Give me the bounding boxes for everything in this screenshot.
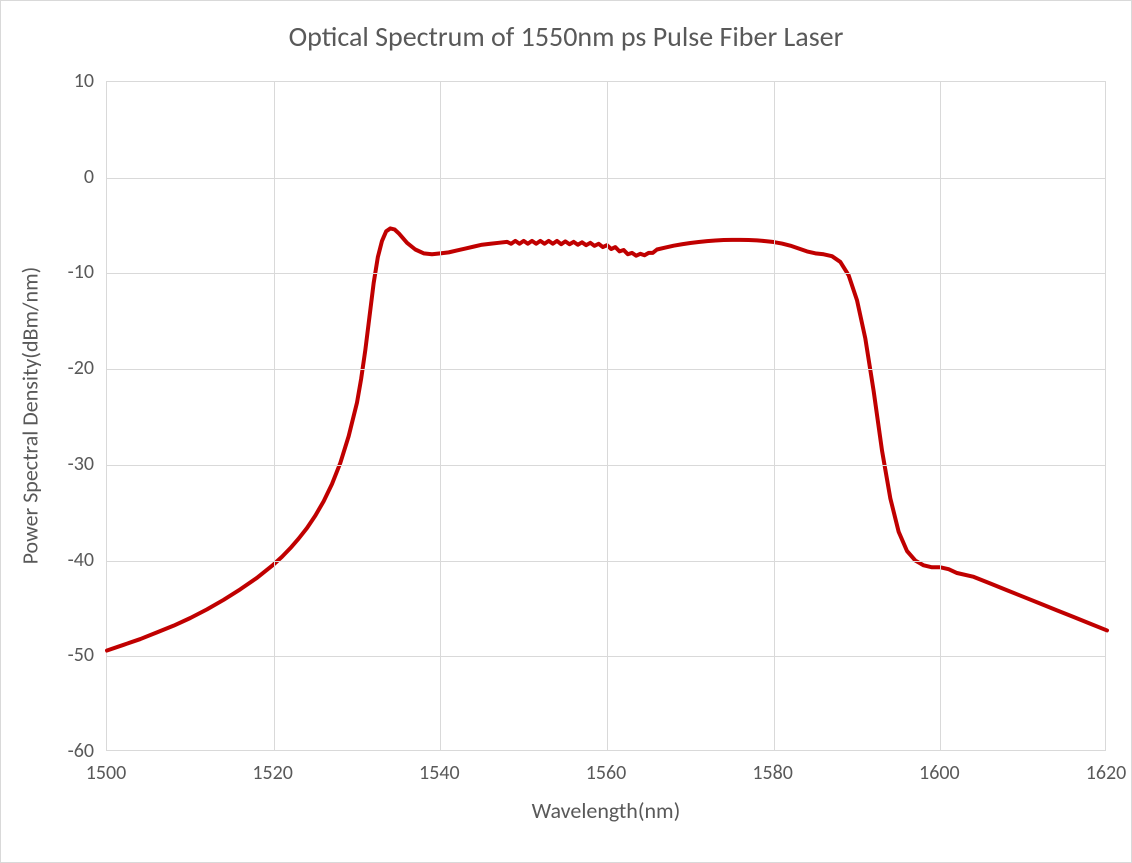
x-tick-label: 1620 [1086, 761, 1127, 785]
y-tick-label: -20 [68, 356, 94, 380]
y-tick-label: 0 [84, 165, 94, 189]
x-tick-label: 1520 [252, 761, 293, 785]
gridline-h [107, 273, 1105, 274]
gridline-h [107, 465, 1105, 466]
gridline-v [274, 82, 275, 750]
chart-frame: Optical Spectrum of 1550nm ps Pulse Fibe… [0, 0, 1132, 863]
gridline-h [107, 369, 1105, 370]
y-axis-label: Power Spectral Density(dBm/nm) [17, 81, 44, 751]
y-tick-label: -30 [68, 452, 94, 476]
chart-title: Optical Spectrum of 1550nm ps Pulse Fibe… [1, 19, 1131, 54]
y-tick-label: -40 [68, 548, 94, 572]
gridline-v [607, 82, 608, 750]
gridline-v [940, 82, 941, 750]
y-tick-label: 10 [74, 69, 94, 93]
gridline-h [107, 656, 1105, 657]
plot-area [106, 81, 1106, 751]
y-tick-label: -60 [68, 739, 94, 763]
y-tick-label: -10 [68, 260, 94, 284]
x-tick-label: 1600 [919, 761, 960, 785]
x-tick-label: 1500 [86, 761, 127, 785]
x-axis-label: Wavelength(nm) [106, 797, 1106, 824]
gridline-h [107, 561, 1105, 562]
gridline-h [107, 178, 1105, 179]
x-tick-label: 1560 [586, 761, 627, 785]
x-tick-label: 1540 [419, 761, 460, 785]
gridline-v [774, 82, 775, 750]
y-tick-label: -50 [68, 643, 94, 667]
x-tick-label: 1580 [752, 761, 793, 785]
gridline-v [440, 82, 441, 750]
